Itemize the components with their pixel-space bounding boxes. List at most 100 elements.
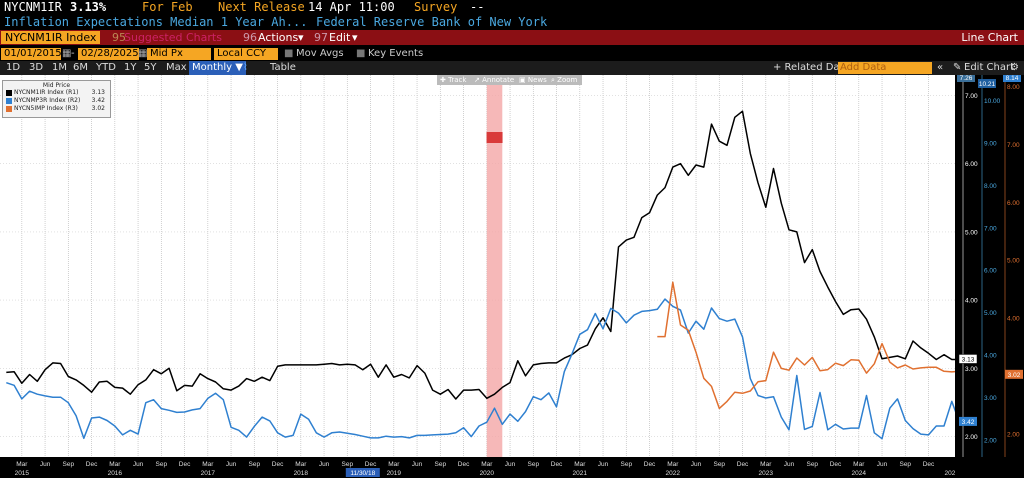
chevron-down-icon[interactable]: ▾ bbox=[298, 31, 304, 44]
range-tab[interactable]: 1M bbox=[52, 62, 67, 73]
y-axes: 2.00 3.00 4.00 5.00 6.00 7.00 2.00 3.00 4.00 5.00… bbox=[955, 75, 1024, 478]
last-value-text: 7.26 bbox=[960, 75, 973, 82]
range-tab[interactable]: 6M bbox=[73, 62, 88, 73]
range-tab[interactable]: 1Y bbox=[124, 62, 137, 73]
range-tab[interactable]: 5Y bbox=[144, 62, 157, 73]
chart-type-label[interactable]: Line Chart bbox=[961, 31, 1018, 44]
range-tab[interactable]: 1D bbox=[6, 62, 21, 73]
news-button[interactable]: ▣ News bbox=[519, 76, 547, 84]
x-tick-label: Dec bbox=[830, 461, 842, 468]
last-value-box bbox=[1005, 369, 1023, 379]
suggested-charts-menu[interactable]: Suggested Charts bbox=[124, 31, 222, 44]
mov-avgs-label[interactable]: Mov Avgs bbox=[296, 48, 344, 59]
last-value-text: 3.42 bbox=[962, 419, 975, 426]
chevron-down-icon[interactable]: ▾ bbox=[352, 31, 358, 44]
event-marker bbox=[486, 132, 503, 143]
key-events-label[interactable]: Key Events bbox=[368, 48, 424, 59]
pencil-icon[interactable]: ✎ bbox=[953, 62, 962, 73]
x-year-label: 2024 bbox=[852, 470, 867, 477]
end-date-field[interactable]: 02/28/2025 bbox=[78, 48, 139, 60]
key-events-checkbox[interactable]: ■ bbox=[356, 48, 366, 59]
legend-item[interactable]: NYCNMP3R Index (R2) 3.42 bbox=[3, 97, 110, 105]
range-tab[interactable]: YTD bbox=[96, 62, 116, 73]
next-release-label: Next Release bbox=[218, 0, 305, 14]
x-tick-label: Jun bbox=[505, 461, 516, 468]
track-button[interactable]: ✚ Track bbox=[440, 76, 467, 84]
x-tick-label: Jun bbox=[40, 461, 51, 468]
range-tab[interactable]: 3D bbox=[29, 62, 44, 73]
legend-swatch bbox=[6, 90, 12, 96]
add-data-input[interactable]: Add Data bbox=[838, 62, 932, 74]
table-tab[interactable]: Table bbox=[270, 62, 296, 73]
x-tick-label: Sep bbox=[63, 461, 75, 468]
series-line bbox=[657, 281, 968, 410]
chart-tool-buttons: ✚ Track ↗ Annotate ▣ News ⌕ Zoom bbox=[437, 75, 582, 85]
x-year-label: 2020 bbox=[480, 470, 495, 477]
related-data-button[interactable]: + Related Dat bbox=[773, 62, 844, 73]
legend-value: 3.42 bbox=[91, 97, 105, 104]
x-tick-label: Sep bbox=[156, 461, 168, 468]
x-tick-label: Sep bbox=[435, 461, 447, 468]
x-tick-label: Mar bbox=[202, 461, 214, 468]
crosshair-date-box bbox=[345, 468, 380, 477]
security-field[interactable]: NYCNM1IR Index bbox=[1, 31, 101, 44]
y-tick-label: 7.00 bbox=[984, 225, 997, 232]
survey-value: -- bbox=[470, 0, 485, 14]
x-tick-label: Dec bbox=[179, 461, 191, 468]
zoom-button[interactable]: ⌕ Zoom bbox=[551, 76, 578, 84]
last-value-box bbox=[958, 354, 978, 364]
gear-icon[interactable]: ⚙ bbox=[1010, 62, 1019, 73]
legend-swatch bbox=[6, 106, 12, 112]
frequency-select[interactable]: Monthly ▼ bbox=[189, 61, 246, 75]
y-tick-label: 2.00 bbox=[1007, 431, 1020, 438]
last-value-text: 3.13 bbox=[962, 356, 975, 363]
actions-number: 96 bbox=[243, 31, 257, 44]
range-tab[interactable]: Max bbox=[166, 62, 187, 73]
legend-value: 3.02 bbox=[91, 105, 105, 112]
edit-chart-button[interactable]: Edit Chart bbox=[964, 62, 1015, 73]
x-year-label: 2016 bbox=[108, 470, 123, 477]
actions-menu[interactable]: Actions bbox=[258, 31, 299, 44]
x-year-label: 2025 bbox=[945, 470, 960, 477]
annotate-button[interactable]: ↗ Annotate bbox=[474, 76, 515, 84]
chart-style-icon[interactable]: ⌇ bbox=[243, 62, 248, 73]
x-tick-label: Sep bbox=[528, 461, 540, 468]
calendar-icon[interactable]: ▦ bbox=[62, 48, 72, 59]
collapse-icon[interactable]: « bbox=[937, 62, 944, 73]
edit-menu[interactable]: Edit bbox=[329, 31, 351, 44]
x-tick-label: Jun bbox=[133, 461, 144, 468]
y-tick-label: 6.00 bbox=[984, 268, 997, 275]
chart-legend[interactable]: Mid Price NYCNM1IR Index (R1) 3.13 NYCNM… bbox=[2, 80, 111, 118]
x-year-label: 2017 bbox=[201, 470, 216, 477]
legend-item[interactable]: NYCNM1IR Index (R1) 3.13 bbox=[3, 89, 110, 97]
last-value-box bbox=[957, 75, 975, 82]
y-tick-label: 2.00 bbox=[965, 434, 978, 441]
y-tick-label: 8.00 bbox=[984, 183, 997, 190]
x-tick-label: Sep bbox=[899, 461, 911, 468]
x-axis: Mar Jun Sep Dec 2015 Mar Jun Sep Dec 2016 Mar Jun Se… bbox=[0, 457, 959, 478]
y-tick-label: 10.00 bbox=[984, 98, 1001, 105]
line-chart[interactable]: Mar Jun Sep Dec 2015 Mar Jun Sep Dec 2016 Mar Jun Se… bbox=[0, 75, 1024, 478]
x-tick-label: Dec bbox=[737, 461, 749, 468]
calendar-icon[interactable]: ▦ bbox=[138, 48, 148, 59]
legend-swatch bbox=[6, 98, 12, 104]
legend-item[interactable]: NYCN5IMP Index (R3) 3.02 bbox=[3, 105, 110, 113]
mov-avgs-checkbox[interactable]: ■ bbox=[284, 48, 294, 59]
legend-label: NYCNM1IR Index (R1) bbox=[14, 89, 79, 96]
crosshair-date-label: 11/30/18 bbox=[350, 470, 375, 477]
x-tick-label: Sep bbox=[249, 461, 261, 468]
y-tick-label: 6.00 bbox=[965, 161, 978, 168]
x-tick-label: Mar bbox=[853, 461, 865, 468]
chart-grid bbox=[0, 75, 955, 457]
start-date-field[interactable]: 01/01/2015 bbox=[1, 48, 62, 60]
ticker-symbol[interactable]: NYCNM1IR bbox=[4, 0, 62, 14]
currency-select[interactable]: Local CCY bbox=[214, 48, 278, 60]
y-tick-label: 6.00 bbox=[1007, 200, 1020, 207]
price-field-select[interactable]: Mid Px bbox=[147, 48, 211, 60]
series-line bbox=[6, 110, 1024, 400]
recession-highlight bbox=[486, 75, 503, 457]
x-tick-label: Mar bbox=[16, 461, 28, 468]
description-row: Inflation Expectations Median 1 Year Ah.… bbox=[0, 15, 1024, 29]
axis-panel bbox=[955, 75, 1024, 478]
x-tick-label: Sep bbox=[342, 461, 354, 468]
